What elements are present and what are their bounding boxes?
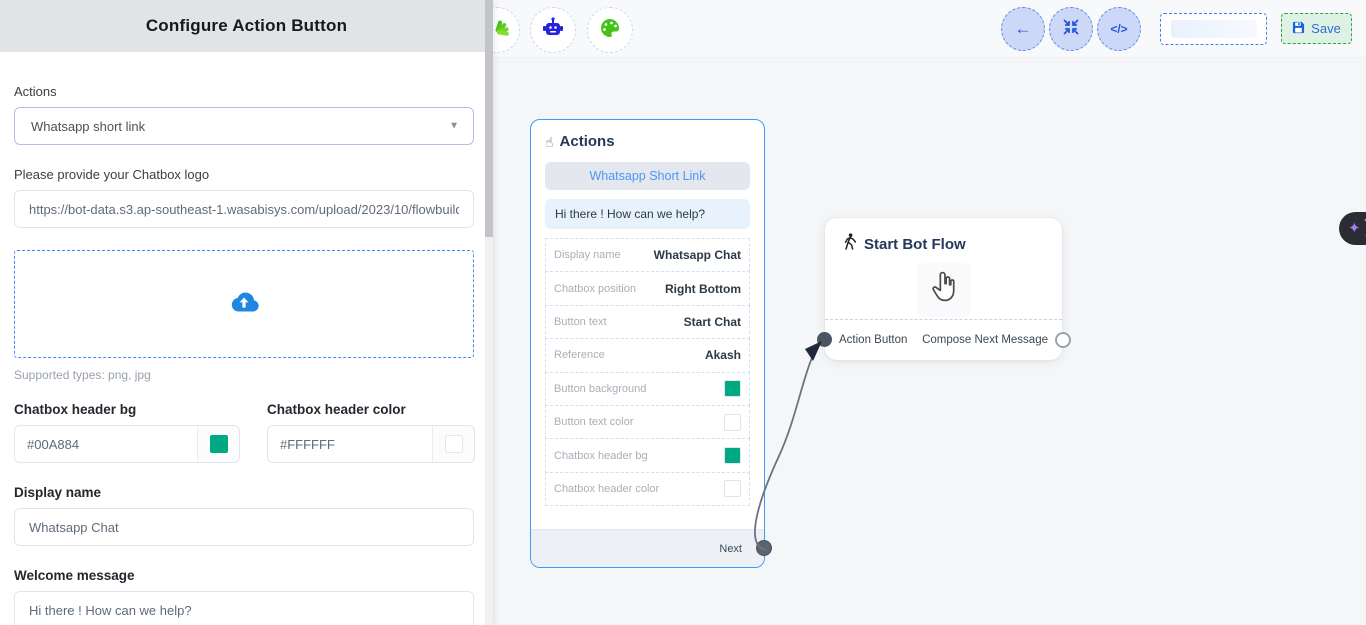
output-compose-next-message-label: Compose Next Message	[922, 334, 1048, 346]
actions-node-header: ☝ Actions	[531, 120, 764, 160]
node-row-display-name: Display name Whatsapp Chat	[545, 238, 750, 273]
output-action-button-label: Action Button	[839, 334, 908, 346]
back-button[interactable]: ←	[1001, 7, 1045, 51]
header-bg-field: Chatbox header bg	[14, 402, 240, 463]
header-color-group	[267, 425, 475, 463]
next-label: Next	[719, 542, 742, 555]
header-color-swatch-cell[interactable]	[432, 426, 474, 462]
supported-types-hint: Supported types: png, jpg	[14, 368, 151, 382]
actions-node-title: Actions	[559, 133, 615, 150]
display-name-label: Display name	[14, 485, 102, 500]
sparkle-small-icon: ✦	[1364, 231, 1366, 240]
touch-icon: ☝	[545, 133, 554, 150]
actions-node[interactable]: ☝ Actions Whatsapp Short Link Hi there !…	[530, 119, 772, 568]
cursor-box	[916, 263, 971, 317]
sparkles-icon: ✦	[1348, 220, 1361, 237]
welcome-message-input[interactable]	[14, 591, 474, 625]
compose-next-message-handle[interactable]	[1055, 332, 1071, 348]
panel-body: Actions Whatsapp short link ▼ Please pro…	[0, 52, 485, 625]
actions-label: Actions	[14, 84, 57, 99]
actions-node-rows: Display name Whatsapp Chat Chatbox posit…	[545, 238, 750, 507]
walking-person-icon	[843, 233, 857, 255]
header-color-field: Chatbox header color	[267, 402, 475, 463]
color-swatch	[724, 480, 741, 498]
actions-select-value: Whatsapp short link	[31, 118, 146, 134]
node-row-button-background: Button background	[545, 371, 750, 406]
actions-node-footer: Next	[531, 529, 772, 567]
color-fields-row: Chatbox header bg Chatbox header color	[14, 402, 475, 463]
panel-title: Configure Action Button	[145, 16, 348, 35]
fit-view-icon	[1063, 19, 1079, 39]
header-bg-swatch-cell[interactable]	[197, 426, 239, 462]
code-icon: </>	[1110, 22, 1128, 36]
start-node-body	[825, 259, 1062, 321]
header-bg-swatch[interactable]	[209, 435, 228, 453]
upload-cloud-icon	[227, 289, 261, 320]
save-icon	[1292, 21, 1305, 37]
scrollbar-thumb[interactable]	[485, 0, 493, 237]
panel-scrollbar[interactable]	[485, 0, 493, 625]
node-row-chatbox-header-color: Chatbox header color	[545, 471, 750, 507]
panel-header: Configure Action Button	[0, 0, 493, 52]
save-button[interactable]: Save	[1281, 13, 1352, 44]
configure-panel: Configure Action Button Actions Whatsapp…	[0, 0, 493, 625]
node-row-button-text: Button text Start Chat	[545, 304, 750, 340]
start-bot-flow-node[interactable]: Start Bot Flow Action Button Compose Nex…	[817, 218, 1071, 360]
start-node-title: Start Bot Flow	[864, 235, 966, 253]
header-color-input[interactable]	[268, 426, 432, 462]
action-button-handle[interactable]	[817, 332, 832, 347]
logo-dropzone[interactable]	[14, 250, 474, 358]
header-color-swatch[interactable]	[444, 435, 463, 453]
save-label: Save	[1311, 21, 1341, 36]
node-row-chatbox-header-bg: Chatbox header bg	[545, 438, 750, 473]
start-node-header: Start Bot Flow	[825, 218, 1062, 259]
header-color-label: Chatbox header color	[267, 402, 406, 417]
flow-name-ghost	[1170, 20, 1257, 38]
robot-icon	[540, 15, 566, 46]
start-node-outputs: Action Button Compose Next Message	[817, 319, 1071, 360]
node-row-chatbox-position: Chatbox position Right Bottom	[545, 271, 750, 306]
ai-assistant-button[interactable]: ✦ ✦ ✦	[1339, 212, 1366, 245]
chevron-down-icon: ▼	[449, 120, 459, 132]
back-arrow-icon: ←	[1014, 19, 1032, 38]
action-type-pill: Whatsapp Short Link	[545, 162, 750, 190]
welcome-message-label: Welcome message	[14, 568, 135, 583]
sparkle-small-icon: ✦	[1363, 216, 1366, 225]
next-output-handle[interactable]	[756, 540, 772, 556]
flow-name-field[interactable]	[1160, 13, 1267, 45]
logo-url-input[interactable]	[14, 190, 474, 228]
actions-select[interactable]: Whatsapp short link ▼	[14, 107, 474, 145]
header-bg-input[interactable]	[15, 426, 197, 462]
logo-label: Please provide your Chatbox logo	[14, 167, 210, 182]
plant-icon	[485, 16, 509, 45]
color-swatch	[724, 413, 741, 431]
code-button[interactable]: </>	[1097, 7, 1141, 51]
color-swatch	[724, 380, 741, 398]
display-name-input[interactable]	[14, 508, 474, 546]
color-swatch	[724, 447, 741, 465]
header-bg-group	[14, 425, 240, 463]
node-row-reference: Reference Akash	[545, 338, 750, 373]
fit-view-button[interactable]	[1049, 7, 1093, 51]
header-bg-label: Chatbox header bg	[14, 402, 137, 417]
bot-button[interactable]	[530, 7, 576, 53]
palette-button[interactable]	[587, 7, 633, 53]
palette-icon	[597, 15, 623, 46]
node-row-button-text-color: Button text color	[545, 404, 750, 440]
welcome-message-preview: Hi there ! How can we help?	[545, 199, 750, 229]
hand-cursor-icon	[929, 271, 959, 310]
